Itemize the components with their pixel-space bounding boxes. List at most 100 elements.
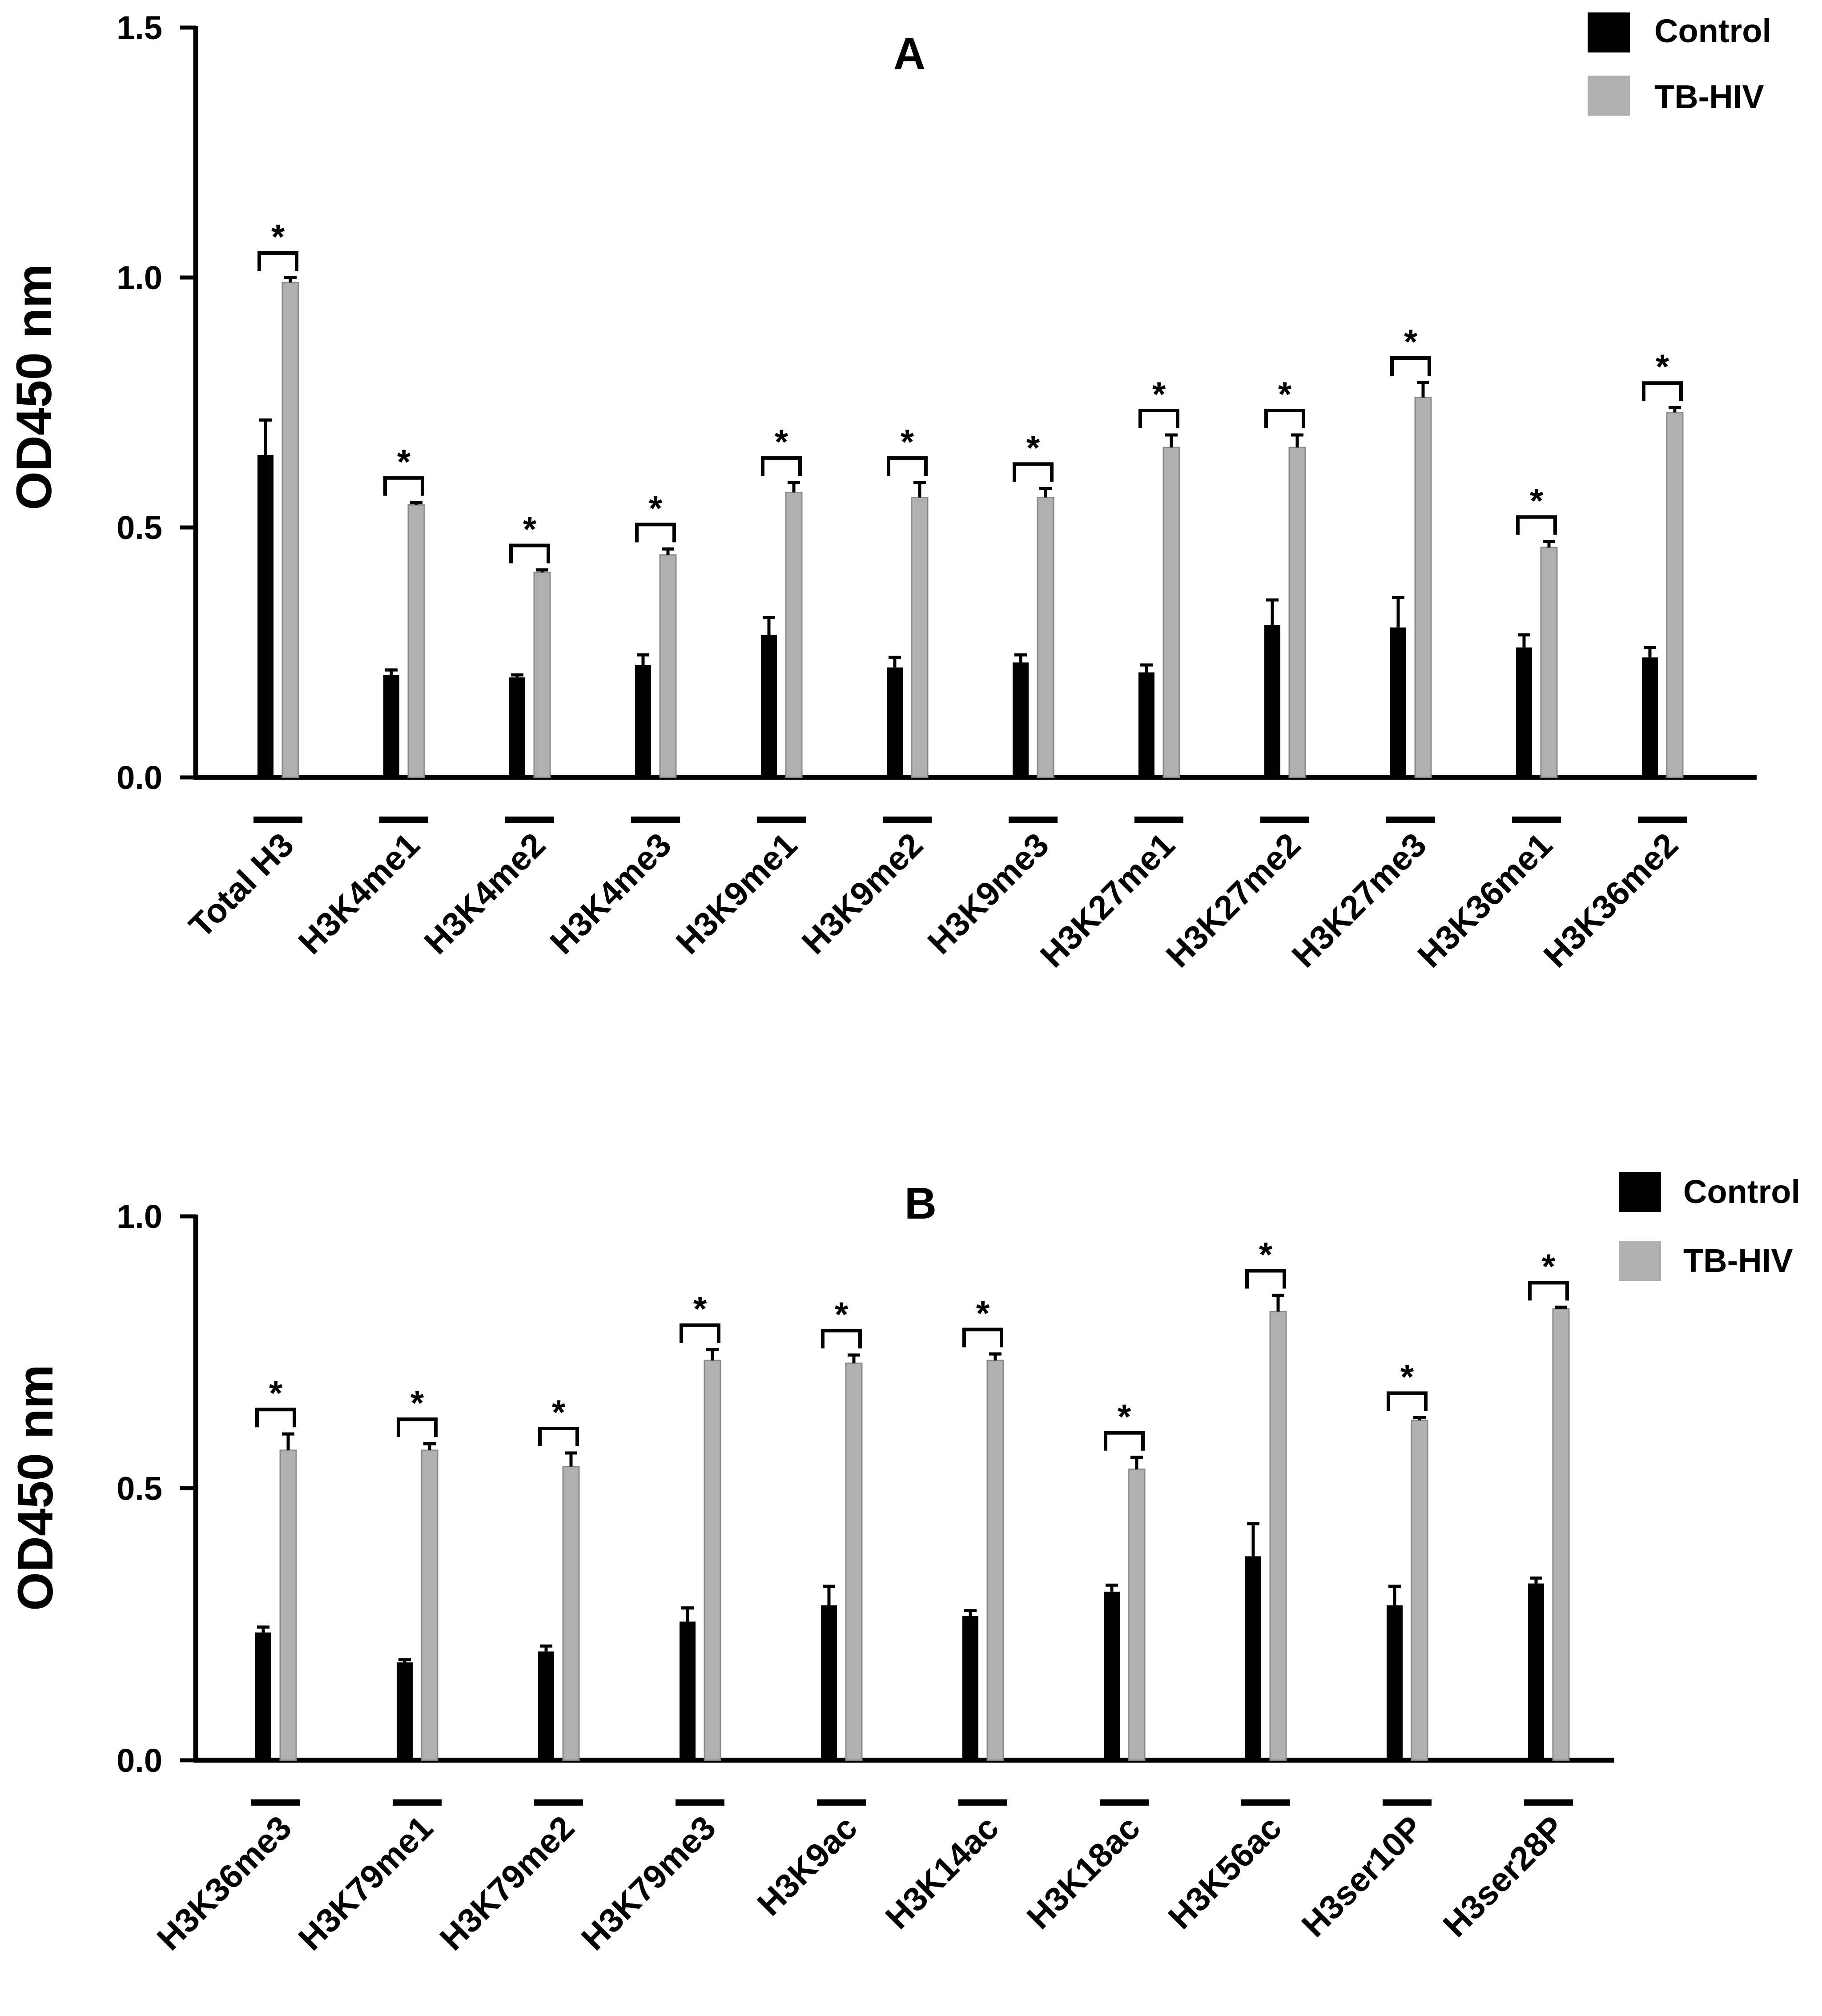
panel-b-significance-bracket — [821, 1328, 862, 1348]
panel-b-significance-star: * — [1542, 1247, 1556, 1286]
panel-a-significance-bracket — [635, 523, 676, 543]
panel-b-bar-control — [397, 1662, 413, 1760]
panel-b-bar-tb-hiv — [1269, 1311, 1287, 1761]
panel-b-legend-swatch-tb-hiv — [1619, 1241, 1661, 1281]
panel-a-bar-control — [887, 667, 903, 777]
panel-b-significance-bracket — [255, 1408, 296, 1428]
panel-b-bars: * * * * * * * * * * — [255, 1235, 1570, 1761]
panel-b-y-tick-label: 0.0 — [117, 1742, 162, 1779]
panel-a-significance-star: * — [397, 442, 411, 481]
panel-b-significance-bracket — [538, 1427, 579, 1446]
panel-a-legend-label-control: Control — [1654, 12, 1771, 49]
panel-b-y-axis-label: OD450 nm — [8, 1364, 63, 1611]
panel-b-bar-tb-hiv — [704, 1360, 721, 1761]
panel-b-significance-star: * — [693, 1289, 707, 1328]
panel-b-bar-tb-hiv — [986, 1360, 1004, 1761]
panel-a-significance-star: * — [523, 510, 537, 549]
panel-a-significance-bracket — [1642, 381, 1683, 401]
panel-a-significance-star: * — [1656, 347, 1669, 386]
panel-b-significance-bracket — [1245, 1269, 1286, 1289]
panel-b-significance-bracket — [1387, 1391, 1428, 1411]
panel-b-bar-tb-hiv — [1552, 1308, 1570, 1761]
panel-a-bar-control — [635, 665, 651, 777]
panel-b-significance-bracket — [1104, 1431, 1145, 1451]
panel-a-significance-star: * — [649, 488, 663, 527]
panel-a-bar-control — [1138, 672, 1154, 777]
panel-a-bar-tb-hiv — [911, 497, 929, 778]
panel-a-bar-control — [509, 677, 525, 777]
panel-a-bar-tb-hiv — [785, 491, 803, 778]
panel-b-significance-star: * — [552, 1392, 566, 1432]
panel-a-y-axis-label: OD450 nm — [6, 264, 62, 510]
panel-b-significance-star: * — [976, 1293, 990, 1332]
panel-a-significance-bracket — [761, 456, 802, 476]
panel-a-bar-tb-hiv — [1288, 447, 1306, 778]
panel-a-y-tick-label: 1.5 — [117, 9, 162, 46]
panel-b-bar-control — [1104, 1591, 1120, 1760]
panel-b-y-tick-label: 0.5 — [117, 1470, 162, 1507]
panel-a-bar-control — [383, 675, 399, 777]
panel-a-legend-swatch-control — [1588, 12, 1630, 52]
panel-b-significance-star: * — [1118, 1397, 1131, 1436]
panel-a-significance-star: * — [1530, 481, 1544, 520]
panel-a-bar-tb-hiv — [1540, 547, 1558, 778]
panel-b-legend-label-control: Control — [1683, 1173, 1800, 1210]
panel-a-significance-star: * — [271, 217, 285, 256]
panel-a-bar-control — [1642, 657, 1658, 777]
panel-a-bar-tb-hiv — [1414, 397, 1432, 778]
panel-a-y-tick-label: 0.5 — [117, 509, 162, 546]
panel-a-bars: * * * * * * * * * * * * — [257, 217, 1684, 778]
panel-a-bar-tb-hiv — [1037, 497, 1054, 778]
panel-a-legend: Control TB-HIV — [1588, 12, 1771, 116]
panel-b-legend: Control TB-HIV — [1619, 1172, 1800, 1281]
panel-b-bar-tb-hiv — [562, 1466, 580, 1761]
panel-a-significance-star: * — [901, 422, 914, 461]
panel-a-bar-control — [1390, 627, 1406, 777]
panel-b-significance-star: * — [1259, 1235, 1273, 1274]
panel-a-bar-control — [257, 455, 274, 777]
panel-b-bar-tb-hiv — [421, 1449, 438, 1761]
panel-b-significance-bracket — [397, 1417, 438, 1437]
panel-a-legend-swatch-tb-hiv — [1588, 76, 1630, 116]
panel-b-significance-star: * — [410, 1383, 424, 1422]
panel-a-significance-star: * — [1026, 428, 1040, 467]
panel-a-bar-tb-hiv — [407, 504, 425, 778]
panel-a-bar-control — [1013, 662, 1029, 777]
panel-b-y-tick-label: 1.0 — [117, 1198, 162, 1235]
panel-a-significance-bracket — [1390, 356, 1431, 376]
panel-b-bar-tb-hiv — [1411, 1420, 1428, 1761]
panel-b-bar-control — [1245, 1556, 1261, 1760]
panel-a-significance-bracket — [509, 543, 550, 563]
panel-a-significance-star: * — [1404, 322, 1418, 361]
panel-b-bar-control — [1387, 1605, 1403, 1760]
panel-b-bar-control — [255, 1632, 271, 1760]
panel-a-significance-bracket — [1138, 409, 1179, 429]
panel-b-significance-star: * — [269, 1373, 283, 1412]
panel-a-significance-bracket — [1264, 409, 1305, 429]
panel-a-significance-bracket — [1013, 462, 1054, 482]
panel-b-title: B — [905, 1179, 937, 1228]
panel-a-bar-control — [1264, 625, 1280, 777]
panel-b-bar-tb-hiv — [1128, 1469, 1146, 1761]
panel-a-significance-bracket — [383, 476, 424, 496]
panel-b-significance-star: * — [1400, 1357, 1414, 1396]
panel-a-y-tick-label: 0.0 — [117, 759, 162, 796]
panel-a-legend-label-tb-hiv: TB-HIV — [1654, 78, 1764, 115]
panel-b-y-ticks: 0.0 0.5 1.0 — [117, 1198, 196, 1779]
panel-b-bar-tb-hiv — [845, 1362, 863, 1761]
panel-a-significance-star: * — [775, 422, 788, 461]
panel-a-significance-star: * — [1152, 374, 1166, 414]
panel-a-bar-tb-hiv — [1666, 411, 1684, 778]
panel-a-bar-tb-hiv — [659, 554, 677, 778]
panel-a-significance-bracket — [1516, 515, 1557, 535]
panel-a-bar-tb-hiv — [282, 282, 299, 778]
panel-b-legend-label-tb-hiv: TB-HIV — [1683, 1242, 1793, 1279]
panel-a-y-tick-label: 1.0 — [117, 259, 162, 296]
panel-a-bar-tb-hiv — [533, 571, 551, 778]
panel-b-legend-swatch-control — [1619, 1172, 1661, 1212]
panel-b-bar-control — [680, 1622, 696, 1760]
panel-a-y-ticks: 0.0 0.5 1.0 1.5 — [117, 9, 196, 796]
panel-b-significance-bracket — [962, 1328, 1003, 1348]
